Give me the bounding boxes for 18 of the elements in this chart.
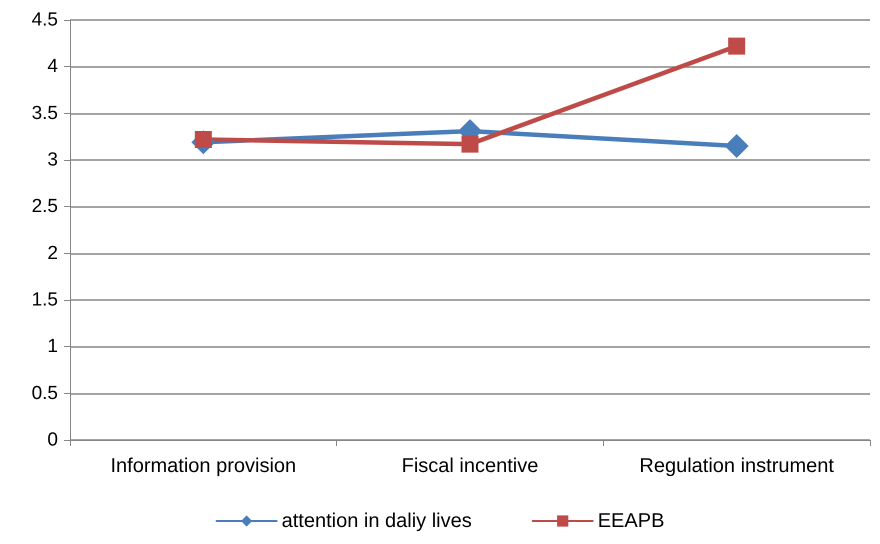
y-tick-label: 1: [47, 336, 58, 358]
y-tick-label: 4.5: [32, 10, 58, 30]
y-tick-label: 0: [47, 430, 58, 450]
y-tick-label: 2.5: [32, 196, 58, 218]
y-tick-label: 3.5: [32, 102, 58, 124]
x-tick-label: Regulation instrument: [639, 455, 834, 477]
point: [724, 134, 749, 158]
y-tick-label: 1.5: [32, 290, 58, 310]
x-tick-label: Fiscal incentive: [402, 455, 538, 477]
legend-label: EEAPB: [598, 510, 664, 532]
y-tick-label: 2: [47, 242, 58, 264]
y-tick-label: 0.5: [32, 382, 58, 404]
x-tick-label: Information provision: [110, 455, 296, 477]
y-tick-label: 3: [47, 150, 58, 170]
point: [462, 136, 478, 153]
legend-label: attention in daliy lives: [282, 510, 472, 532]
y-tick-label: 4: [47, 56, 58, 78]
point: [728, 38, 746, 55]
